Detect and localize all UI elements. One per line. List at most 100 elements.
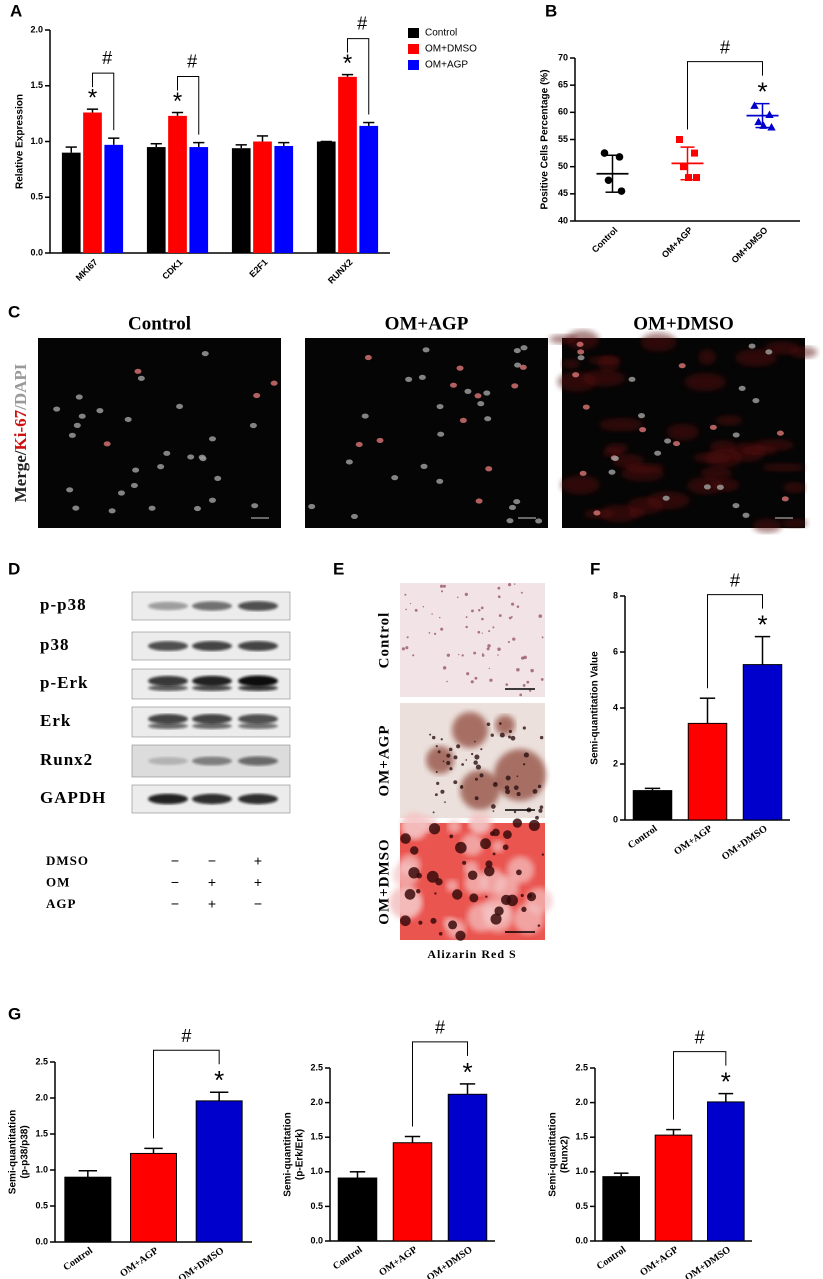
deposit xyxy=(495,715,515,735)
speck xyxy=(433,632,437,636)
y-tick-label: 1.0 xyxy=(310,1166,323,1176)
speck xyxy=(508,616,512,620)
legend-label: OM+DMSO xyxy=(425,44,477,55)
stain-image xyxy=(390,812,553,941)
point xyxy=(693,174,700,182)
blot-band xyxy=(238,793,278,805)
error-bar xyxy=(754,635,771,665)
blot-band xyxy=(148,757,188,765)
nucleus xyxy=(163,450,171,456)
protein-label: Erk xyxy=(40,711,71,730)
annotation: # xyxy=(181,1026,191,1046)
annotation: # xyxy=(435,1018,445,1038)
protein-label: Runx2 xyxy=(40,750,93,769)
nucleus xyxy=(75,394,83,400)
y-axis-label: (p-Erk/Erk) xyxy=(295,1129,306,1180)
speck xyxy=(507,640,510,644)
speck xyxy=(522,763,526,766)
speck xyxy=(422,606,425,608)
image-bg xyxy=(38,338,281,528)
speck xyxy=(453,780,458,785)
nucleus xyxy=(270,380,278,386)
blot-row xyxy=(131,668,291,700)
speck xyxy=(480,606,484,610)
point xyxy=(676,136,683,143)
nucleus xyxy=(459,417,467,423)
blot-band xyxy=(148,675,188,687)
nucleus xyxy=(654,450,662,456)
cytoplasm xyxy=(587,356,622,365)
nucleus xyxy=(577,355,585,361)
speck xyxy=(404,593,407,596)
speck xyxy=(532,788,538,794)
bar xyxy=(61,152,81,253)
nucleus xyxy=(124,416,132,423)
nodule xyxy=(426,870,439,883)
speck xyxy=(480,748,483,751)
nodule xyxy=(528,819,540,831)
nucleus xyxy=(513,347,521,354)
treatment-sign: − xyxy=(171,853,179,869)
y-tick-label: 1.5 xyxy=(310,1132,323,1142)
speck xyxy=(464,592,468,596)
panel-label: A xyxy=(10,1,22,20)
speck xyxy=(429,733,432,736)
blot-band xyxy=(192,641,232,651)
speck xyxy=(474,754,480,760)
blot-band xyxy=(238,714,278,724)
stain-label: Merge/Ki-67/DAPI xyxy=(11,363,30,502)
speck xyxy=(487,644,491,648)
nodule xyxy=(455,841,467,854)
speck xyxy=(513,810,517,814)
blot-band xyxy=(192,675,232,687)
nucleus xyxy=(253,392,261,399)
stain-label-part: /DAPI xyxy=(11,363,30,411)
bracket xyxy=(687,61,763,130)
blot-band xyxy=(192,723,232,729)
nucleus xyxy=(752,397,760,404)
cytoplasm xyxy=(561,359,581,369)
y-axis-label: Semi-quantitation xyxy=(548,1112,559,1196)
y-tick-label: 2.5 xyxy=(35,1056,48,1066)
error-bar xyxy=(256,135,269,142)
y-axis-label: Positive Cells Percentage (%) xyxy=(540,69,551,209)
nucleus xyxy=(436,478,444,484)
error-bar xyxy=(349,1171,366,1179)
speck xyxy=(481,617,484,621)
nucleus xyxy=(776,430,784,436)
treatment-sign: − xyxy=(208,853,216,869)
nucleus xyxy=(477,401,485,407)
speck xyxy=(440,789,445,794)
y-axis-label: Semi-quantitation xyxy=(283,1112,294,1196)
nucleus xyxy=(511,383,519,389)
nucleus xyxy=(748,343,756,349)
speck xyxy=(478,609,481,612)
speck xyxy=(526,680,530,684)
blot-band xyxy=(148,793,188,805)
blot-row xyxy=(131,784,291,814)
blot-band xyxy=(238,641,278,651)
speck xyxy=(479,773,484,778)
y-tick-label: 2.0 xyxy=(575,1097,588,1107)
panel-label: G xyxy=(8,1004,21,1023)
point xyxy=(691,149,698,157)
blot-band xyxy=(148,723,188,729)
bar xyxy=(447,1093,488,1242)
cytoplasm xyxy=(582,370,626,387)
treatment-sign: + xyxy=(208,874,216,890)
nucleus xyxy=(638,413,646,419)
speck xyxy=(466,672,470,676)
nucleus xyxy=(208,497,216,503)
error-bar xyxy=(718,1092,734,1102)
bar xyxy=(602,1176,640,1242)
bracket xyxy=(347,38,370,115)
speck xyxy=(435,770,438,774)
y-axis-label: Semi-quantitation Value xyxy=(590,651,601,765)
bar xyxy=(359,125,379,253)
bar xyxy=(632,790,673,821)
cytoplasm xyxy=(700,466,732,480)
error-bar xyxy=(86,108,99,113)
cytoplasm xyxy=(764,341,800,355)
y-tick-label: 65 xyxy=(558,80,568,90)
